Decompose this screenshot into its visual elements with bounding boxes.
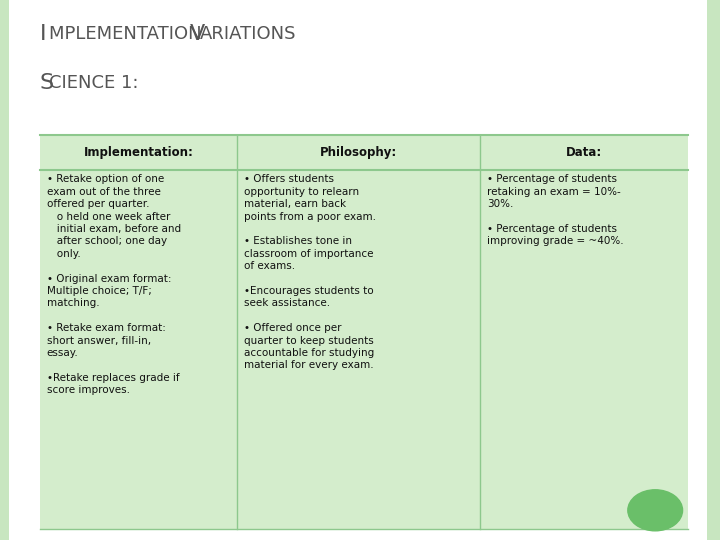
Bar xyxy=(40,135,688,529)
Text: Philosophy:: Philosophy: xyxy=(320,146,397,159)
Text: MPLEMENTATION: MPLEMENTATION xyxy=(49,25,207,43)
Bar xyxy=(707,0,720,540)
Text: I: I xyxy=(40,24,46,44)
Bar xyxy=(0,0,9,540)
Text: CIENCE 1:: CIENCE 1: xyxy=(49,74,138,92)
Text: • Offers students
opportunity to relearn
material, earn back
points from a poor : • Offers students opportunity to relearn… xyxy=(244,174,377,370)
Text: V: V xyxy=(189,24,204,44)
Text: Implementation:: Implementation: xyxy=(84,146,194,159)
Circle shape xyxy=(628,490,683,531)
Text: • Percentage of students
retaking an exam = 10%-
30%.

• Percentage of students
: • Percentage of students retaking an exa… xyxy=(487,174,624,246)
Text: • Retake option of one
exam out of the three
offered per quarter.
   o held one : • Retake option of one exam out of the t… xyxy=(47,174,181,395)
Text: S: S xyxy=(40,73,54,93)
Text: ARIATIONS: ARIATIONS xyxy=(199,25,296,43)
Text: Data:: Data: xyxy=(566,146,602,159)
